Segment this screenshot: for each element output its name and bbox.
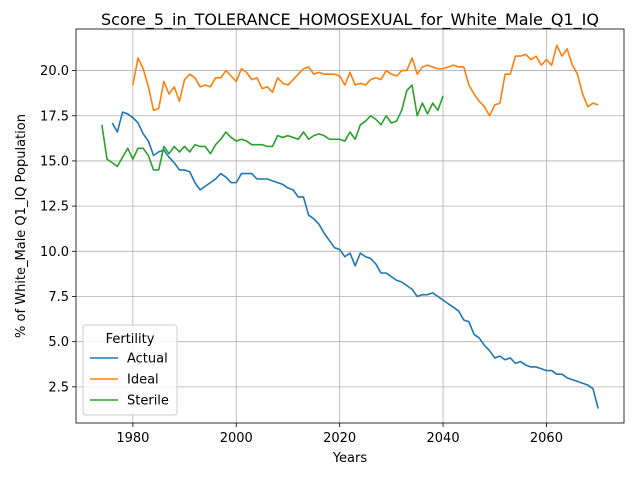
series-line-ideal <box>132 44 599 117</box>
legend-label-actual: Actual <box>127 352 168 367</box>
axis-ticks: 1980 2000 2020 2040 2060 2.5 5.0 7.5 10.0 12.5 15.… <box>40 64 563 446</box>
y-tick-label: 5.0 <box>48 335 69 350</box>
legend-label-ideal: Ideal <box>127 373 159 388</box>
y-tick-label: 2.5 <box>48 380 69 395</box>
plot-frame <box>75 28 625 424</box>
x-tick-label: 2060 <box>530 431 563 446</box>
y-tick-label: 15.0 <box>40 154 69 169</box>
x-tick-label: 2040 <box>427 431 460 446</box>
x-axis-label: Years <box>332 451 368 466</box>
x-tick-label: 1980 <box>116 431 149 446</box>
series-line-sterile <box>101 84 444 171</box>
series-lines <box>101 44 599 409</box>
legend-items: Actual Ideal Sterile <box>90 352 169 409</box>
y-tick-label: 10.0 <box>40 245 69 260</box>
y-tick-label: 7.5 <box>48 290 69 305</box>
legend: Fertility Actual Ideal Sterile <box>82 324 178 416</box>
legend-label-sterile: Sterile <box>127 394 169 409</box>
series-line-actual <box>111 111 599 409</box>
y-tick-label: 17.5 <box>40 109 69 124</box>
legend-title: Fertility <box>106 332 155 347</box>
chart-title: Score_5_in_TOLERANCE_HOMOSEXUAL_for_Whit… <box>101 10 599 30</box>
x-tick-label: 2020 <box>323 431 356 446</box>
grid <box>76 29 624 423</box>
y-axis-label: % of White_Male Q1_IQ Population <box>14 114 29 338</box>
legend-box <box>82 324 178 416</box>
x-tick-label: 2000 <box>220 431 253 446</box>
y-tick-label: 20.0 <box>40 64 69 79</box>
y-tick-label: 12.5 <box>40 200 69 215</box>
